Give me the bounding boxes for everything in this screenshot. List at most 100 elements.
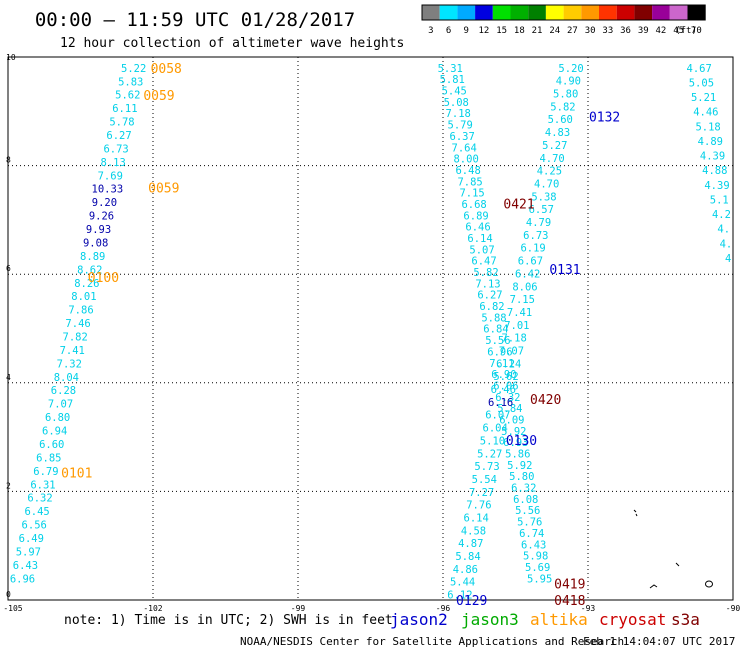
y-tick-label: 8 (6, 156, 11, 165)
plot-area: -105 -102 -99 -96 -93 -90 0 2 4 6 8 10 5.225.83 5.62… (3, 53, 740, 613)
wave-height-value: 6.67 (518, 256, 543, 268)
wave-height-value: 4.87 (458, 538, 483, 550)
wave-height-value: 6.24 (496, 358, 521, 370)
wave-height-value: 5.22 (121, 63, 146, 75)
y-tick-label: 6 (6, 264, 11, 273)
legend-swatch (599, 5, 617, 20)
wave-height-value: 4.39 (700, 151, 725, 163)
wave-height-value: 5.80 (509, 471, 534, 483)
pass-time-label: 0132 (589, 111, 620, 126)
legend-bin-label: 39 (638, 26, 649, 36)
chart-subtitle: 12 hour collection of altimeter wave hei… (60, 36, 404, 51)
legend-swatch (475, 5, 493, 20)
wave-height-value: 5.73 (474, 461, 499, 473)
grid-lines (8, 57, 733, 600)
wave-height-value: 5.56 (515, 505, 540, 517)
wave-height-value: 6.04 (483, 423, 508, 435)
wave-height-value: 6.07 (485, 410, 510, 422)
wave-height-value: 5.98 (523, 551, 548, 563)
wave-height-value: 5.97 (16, 546, 41, 558)
wave-height-value: 6.32 (495, 392, 520, 404)
wave-height-value: 6.96 (10, 573, 35, 585)
wave-height-value: 6.32 (27, 493, 52, 505)
legend-bin-label: 30 (585, 26, 596, 36)
wave-height-value: 6.45 (24, 506, 49, 518)
legend-bin-label: 42 (656, 26, 667, 36)
legend-bin-label: 27 (567, 26, 578, 36)
wave-height-value: 7.07 (48, 399, 73, 411)
pass-time-label: 0421 (503, 198, 534, 213)
x-tick-label: -99 (291, 604, 306, 613)
wave-height-value: 5.76 (517, 517, 542, 529)
wave-height-value: 7.41 (60, 345, 85, 357)
wave-height-value: 6.08 (513, 494, 538, 506)
wave-height-value: 6.43 (521, 539, 546, 551)
wave-height-color-scale: 3 6 9 12 15 18 21 24 27 30 33 36 39 42 45 70(ft) (421, 4, 706, 36)
wave-height-tracks: 5.225.835.626.115.786.276.738.137.6910.3… (10, 63, 732, 602)
pass-time-labels: 0058 0059 0059 0100 0101 0132 0131 0130 0129 0421… (61, 62, 620, 609)
wave-height-value: 5.86 (505, 449, 530, 461)
wave-height-value: 4.46 (693, 107, 718, 119)
wave-height-value: 6.09 (499, 414, 524, 426)
wave-height-value: 5.60 (548, 114, 573, 126)
wave-height-value: 5.54 (472, 474, 497, 486)
wave-height-value: 5.69 (525, 562, 550, 574)
wave-height-value: 5.84 (497, 403, 522, 415)
wave-height-value: 4.67 (687, 63, 712, 75)
wave-height-value: 6.12 (447, 590, 472, 602)
wave-height-value: 5.84 (455, 551, 480, 563)
wave-height-value: 5.92 (501, 426, 526, 438)
wave-height-value: 5.45 (442, 86, 467, 98)
wave-height-value: 7.64 (452, 142, 477, 154)
wave-height-value: 7.13 (475, 278, 500, 290)
wave-height-value: 4. (717, 224, 730, 236)
wave-height-value: 5.18 (695, 121, 720, 133)
wave-height-value: 7.69 (98, 170, 123, 182)
legend-swatch (422, 5, 440, 20)
wave-height-value: 6.73 (103, 143, 128, 155)
legend-bin-label: 3 (428, 26, 433, 36)
wave-height-value: 6.57 (529, 204, 554, 216)
wave-height-value: 4.90 (556, 76, 581, 88)
pass-time-label: 0129 (456, 594, 487, 609)
wave-height-value: 6.14 (467, 233, 492, 245)
x-tick-label: -96 (436, 604, 451, 613)
satellite-legend-jason3: jason3 (461, 610, 519, 629)
wave-height-value: 7.15 (459, 188, 484, 200)
wave-height-value: 5.08 (444, 97, 469, 109)
wave-height-value: 5.80 (553, 89, 578, 101)
wave-height-value: 5.82 (550, 101, 575, 113)
wave-height-value: 7.85 (457, 176, 482, 188)
pass-time-label: 0418 (554, 594, 585, 609)
wave-height-value: 4.86 (453, 564, 478, 576)
axis-tick-labels: -105 -102 -99 -96 -93 -90 0 2 4 6 8 10 (3, 53, 740, 613)
chart-title: 00:00 — 11:59 UTC 01/28/2017 (35, 9, 355, 31)
satellite-legend: jason2 jason3 altika cryosat s3a (390, 610, 700, 629)
wave-height-value: 6.46 (465, 222, 490, 234)
legend-bin-label: 18 (514, 26, 525, 36)
y-tick-label: 10 (6, 53, 16, 62)
legend-swatch (581, 5, 599, 20)
wave-height-value: 4.89 (698, 136, 723, 148)
legend-bin-label: 70 (691, 26, 702, 36)
wave-height-value: 7.18 (501, 333, 526, 345)
track-left: 5.225.83 5.626.11 5.786.276.73 8.137.69 10.3… (10, 63, 146, 585)
legend-bin-label: 45 (673, 26, 684, 36)
wave-height-value: 6.82 (479, 301, 504, 313)
wave-height-value: 6.85 (36, 452, 61, 464)
wave-height-value: 5.92 (507, 460, 532, 472)
wave-height-value: 5.21 (691, 92, 716, 104)
satellite-legend-altika: altika (530, 610, 588, 629)
wave-height-value: 6.14 (464, 512, 489, 524)
wave-height-value: 4 (725, 253, 731, 265)
x-tick-label: -90 (726, 604, 740, 613)
legend-swatch (457, 5, 476, 20)
legend-bin-label: 12 (479, 26, 490, 36)
y-tick-label: 4 (6, 373, 11, 382)
wave-height-value: 7.07 (499, 345, 524, 357)
footer-note: note: 1) Time is in UTC; 2) SWH is in fe… (64, 613, 393, 628)
pass-time-label: 0059 (143, 89, 174, 104)
wave-height-value: 6.31 (30, 479, 55, 491)
pass-time-label: 0131 (549, 263, 580, 278)
wave-height-value: 5.95 (527, 573, 552, 585)
